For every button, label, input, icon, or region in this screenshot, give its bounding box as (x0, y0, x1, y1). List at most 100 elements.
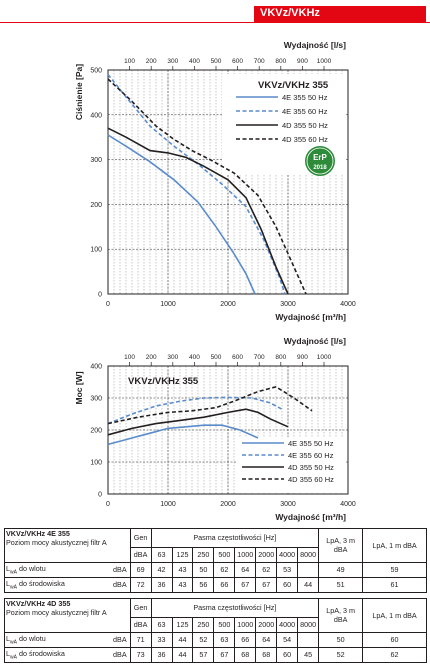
gen-value: 69 (129, 561, 152, 578)
power-chart: Wydajność [l/s] 100 200 300 400 500 600 700 800 9… (74, 336, 356, 522)
legend-label: 4E 355 60 Hz (282, 107, 328, 116)
table-subtitle: Poziom mocy akustycznej filtr A (6, 608, 107, 617)
row-label: LwA do wlotu (4, 631, 110, 648)
band-value: 64 (255, 631, 278, 648)
gen-header: Gen (129, 598, 152, 618)
x-tick-label: 4000 (340, 501, 356, 508)
row-label-text: do środowiska (16, 648, 65, 658)
band-value: 45 (297, 646, 320, 663)
band-value (297, 561, 320, 578)
x-axis-title: Wydajność [m³/h] (275, 512, 346, 522)
y-tick-label: 500 (90, 68, 102, 75)
row-label: LwA do środowiska (4, 576, 110, 593)
band-value: 62 (255, 561, 278, 578)
row-label-text: do środowiska (16, 578, 65, 588)
gen-value: 71 (129, 631, 152, 648)
model-name: VKVz/VKHz 4D 355 (6, 599, 71, 608)
band-value: 66 (213, 576, 236, 593)
gen-unit: dBA (129, 546, 152, 563)
top-tick-label: 100 (124, 58, 135, 65)
y-tick-label: 0 (98, 492, 102, 499)
freq-header: 63 (150, 616, 173, 633)
table-row: LwA do środowiska dBA 72 36 43 56 66 67 67 60 44 51… (4, 576, 427, 593)
x-tick-label: 0 (106, 301, 110, 308)
freq-header: 8000 (297, 546, 320, 563)
header-tab-label: VKVz/VKHz (260, 7, 320, 19)
y-tick-label: 400 (90, 364, 102, 371)
top-tick-label: 400 (189, 354, 200, 361)
row-unit: dBA (109, 561, 131, 578)
y-tick-label: 0 (98, 292, 102, 299)
band-header: Pasma częstotliwości [Hz] (150, 528, 320, 548)
band-value: 36 (150, 646, 173, 663)
series-line (107, 78, 307, 295)
band-value: 68 (234, 646, 257, 663)
row-unit: dBA (109, 646, 131, 663)
series-line (107, 134, 256, 295)
row-label-subscript: wA (10, 584, 17, 591)
lpa3-header: LpA, 3 m dBA (318, 598, 364, 633)
top-tick-label: 900 (297, 354, 308, 361)
series-line (107, 73, 286, 295)
legend-title: VKVz/VKHz 355 (258, 80, 329, 91)
top-tick-label: 800 (275, 58, 286, 65)
freq-header: 2000 (255, 616, 278, 633)
top-tick-label: 400 (189, 58, 200, 65)
band-value: 57 (192, 646, 215, 663)
header-rule (0, 22, 430, 23)
gen-header: Gen (129, 528, 152, 548)
band-value: 44 (297, 576, 320, 593)
gen-unit: dBA (129, 616, 152, 633)
erp-badge-ring (306, 147, 334, 175)
table-row: LwA do wlotu dBA 71 33 44 52 63 66 64 54 50 60 (4, 631, 427, 648)
lpa1-value: 62 (362, 646, 427, 663)
row-label-symbol: L (6, 633, 10, 643)
lpa3-value: 52 (318, 646, 364, 663)
band-value: 50 (192, 561, 215, 578)
erp-badge: ErP 2018 (305, 146, 335, 176)
erp-badge-text: ErP (313, 153, 327, 162)
series-line (107, 127, 289, 295)
band-value: 44 (171, 631, 194, 648)
top-tick-label: 600 (232, 354, 243, 361)
freq-header: 250 (192, 546, 215, 563)
acoustic-table-4e: VKVz/VKHz 4E 355 Poziom mocy akustycznej … (4, 528, 427, 593)
freq-header: 63 (150, 546, 173, 563)
legend-label: 4D 355 50 Hz (288, 463, 334, 472)
row-label-text: do wlotu (16, 563, 46, 573)
band-value: 67 (255, 576, 278, 593)
lpa3-header: LpA, 3 m dBA (318, 528, 364, 563)
freq-header: 4000 (276, 546, 299, 563)
gen-value: 72 (129, 576, 152, 593)
row-label: LwA do środowiska (4, 646, 110, 663)
top-tick-label: 1000 (317, 58, 332, 65)
model-cell: VKVz/VKHz 4E 355 Poziom mocy akustycznej … (4, 528, 131, 547)
top-tick-label: 300 (167, 58, 178, 65)
legend-background (236, 437, 346, 493)
top-tick-label: 500 (211, 354, 222, 361)
top-tick-label: 800 (275, 354, 286, 361)
freq-header: 125 (171, 546, 194, 563)
top-tick-label: 700 (254, 354, 265, 361)
top-tick-label: 700 (254, 58, 265, 65)
band-header: Pasma częstotliwości [Hz] (150, 598, 320, 618)
acoustic-table-4d: VKVz/VKHz 4D 355 Poziom mocy akustycznej … (4, 598, 427, 663)
band-value: 56 (192, 576, 215, 593)
row-unit: dBA (109, 576, 131, 593)
freq-header: 500 (213, 546, 236, 563)
freq-header: 2000 (255, 546, 278, 563)
top-tick-label: 200 (146, 58, 157, 65)
x-tick-label: 1000 (160, 501, 176, 508)
y-tick-label: 100 (90, 247, 102, 254)
x-tick-label: 2000 (220, 501, 236, 508)
y-tick-label: 100 (90, 460, 102, 467)
x-axis-title: Wydajność [m³/h] (275, 312, 346, 322)
freq-header: 1000 (234, 546, 257, 563)
freq-header: 8000 (297, 616, 320, 633)
x-tick-label: 0 (106, 501, 110, 508)
y-tick-label: 400 (90, 112, 102, 119)
erp-badge-year: 2018 (313, 165, 327, 171)
row-label-symbol: L (6, 563, 10, 573)
legend-label: 4D 355 60 Hz (288, 475, 334, 484)
model-cell: VKVz/VKHz 4D 355 Poziom mocy akustycznej … (4, 598, 131, 617)
